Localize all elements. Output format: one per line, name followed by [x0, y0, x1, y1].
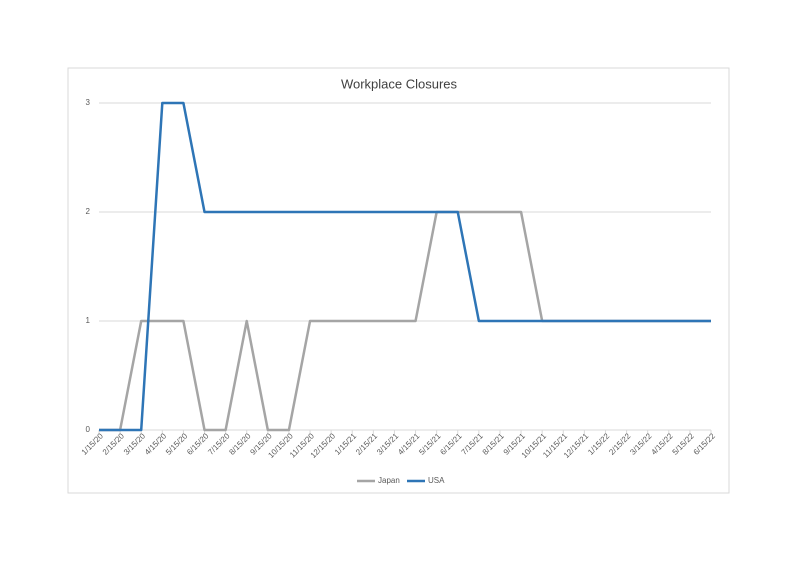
chart-title: Workplace Closures [341, 76, 458, 91]
legend-label: USA [428, 476, 445, 485]
series-line [99, 101, 711, 432]
legend-label: Japan [378, 476, 400, 485]
y-tick-label: 2 [86, 207, 91, 216]
chart-frame [67, 67, 730, 494]
y-tick-label: 1 [86, 316, 91, 325]
y-tick-label: 3 [86, 98, 91, 107]
y-tick-label: 0 [86, 425, 91, 434]
